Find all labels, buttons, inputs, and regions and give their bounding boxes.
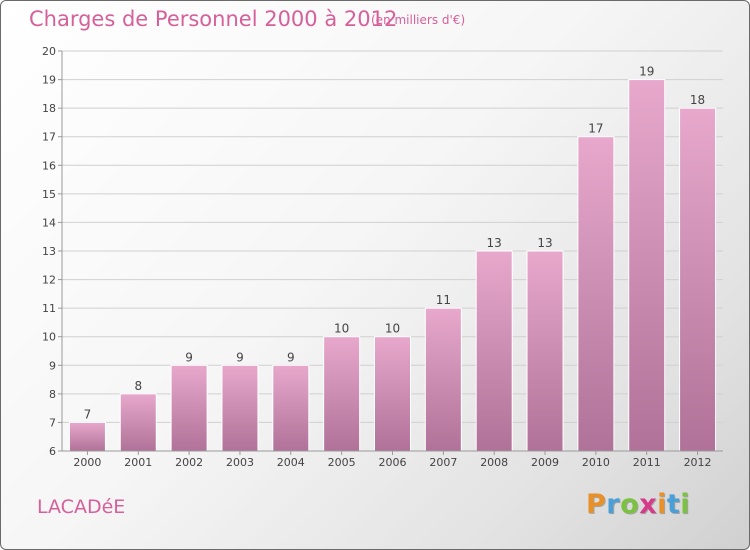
bar-2006 bbox=[374, 336, 411, 452]
y-tick-label: 8 bbox=[49, 388, 56, 401]
y-tick-label: 14 bbox=[42, 216, 56, 229]
data-label-2012: 18 bbox=[690, 93, 705, 107]
data-label-2005: 10 bbox=[334, 322, 349, 336]
data-label-2006: 10 bbox=[385, 322, 400, 336]
y-tick-label: 17 bbox=[42, 131, 56, 144]
chart-title: Charges de Personnel 2000 à 2012 bbox=[29, 7, 398, 31]
bar-2005 bbox=[323, 336, 361, 452]
logo-letter: x bbox=[639, 489, 658, 520]
x-tick-label: 2007 bbox=[429, 456, 457, 469]
x-tick-label: 2010 bbox=[582, 456, 610, 469]
x-tick-label: 2001 bbox=[124, 456, 152, 469]
x-tick-label: 2005 bbox=[328, 456, 356, 469]
logo-letter: i bbox=[680, 489, 691, 520]
y-tick-label: 13 bbox=[42, 245, 56, 258]
y-tick-label: 10 bbox=[42, 331, 56, 344]
bar-2011 bbox=[628, 79, 666, 452]
proxiti-logo: Proxiti bbox=[586, 489, 690, 520]
data-label-2007: 11 bbox=[436, 293, 451, 307]
bar-2004 bbox=[272, 364, 310, 452]
commune-name: LACADéE bbox=[37, 496, 126, 518]
x-tick-label: 2011 bbox=[633, 456, 661, 469]
bar-2009 bbox=[526, 250, 564, 452]
data-label-2004: 9 bbox=[287, 350, 295, 364]
y-tick-label: 16 bbox=[42, 159, 56, 172]
data-label-2001: 8 bbox=[134, 379, 142, 393]
y-tick-label: 19 bbox=[42, 74, 56, 87]
x-tick-label: 2000 bbox=[73, 456, 101, 469]
y-tick-label: 7 bbox=[49, 416, 56, 429]
data-label-2000: 7 bbox=[84, 407, 92, 421]
bar-2008 bbox=[475, 250, 513, 452]
x-tick-label: 2008 bbox=[480, 456, 508, 469]
x-tick-label: 2009 bbox=[531, 456, 559, 469]
x-tick-label: 2002 bbox=[175, 456, 203, 469]
bar-2007 bbox=[424, 307, 462, 452]
data-label-2010: 17 bbox=[588, 122, 603, 136]
bar-2010 bbox=[577, 136, 615, 452]
logo-letter: t bbox=[666, 489, 681, 520]
y-tick-label: 18 bbox=[42, 102, 56, 115]
data-label-2002: 9 bbox=[185, 350, 193, 364]
logo-letter: P bbox=[586, 489, 607, 520]
data-label-2011: 19 bbox=[639, 65, 654, 79]
x-tick-label: 2012 bbox=[684, 456, 712, 469]
bar-2002 bbox=[170, 364, 208, 452]
data-label-2008: 13 bbox=[487, 236, 502, 250]
bar-2012 bbox=[679, 107, 717, 452]
logo-letter: r bbox=[606, 489, 621, 520]
chart-subtitle: (en milliers d'€) bbox=[371, 13, 466, 27]
y-tick-label: 11 bbox=[42, 302, 56, 315]
y-tick-label: 20 bbox=[42, 45, 56, 58]
logo-letter: i bbox=[657, 489, 667, 520]
data-label-2003: 9 bbox=[236, 350, 244, 364]
x-tick-label: 2006 bbox=[379, 456, 407, 469]
logo-letter: o bbox=[620, 489, 640, 520]
bar-2001 bbox=[119, 393, 157, 452]
x-tick-label: 2003 bbox=[226, 456, 254, 469]
y-tick-label: 6 bbox=[49, 445, 56, 458]
bar-2000 bbox=[68, 421, 106, 452]
x-tick-label: 2004 bbox=[277, 456, 305, 469]
bar-2003 bbox=[221, 364, 259, 452]
y-tick-label: 15 bbox=[42, 188, 56, 201]
y-tick-label: 12 bbox=[42, 274, 56, 287]
data-label-2009: 13 bbox=[537, 236, 552, 250]
y-tick-label: 9 bbox=[49, 359, 56, 372]
